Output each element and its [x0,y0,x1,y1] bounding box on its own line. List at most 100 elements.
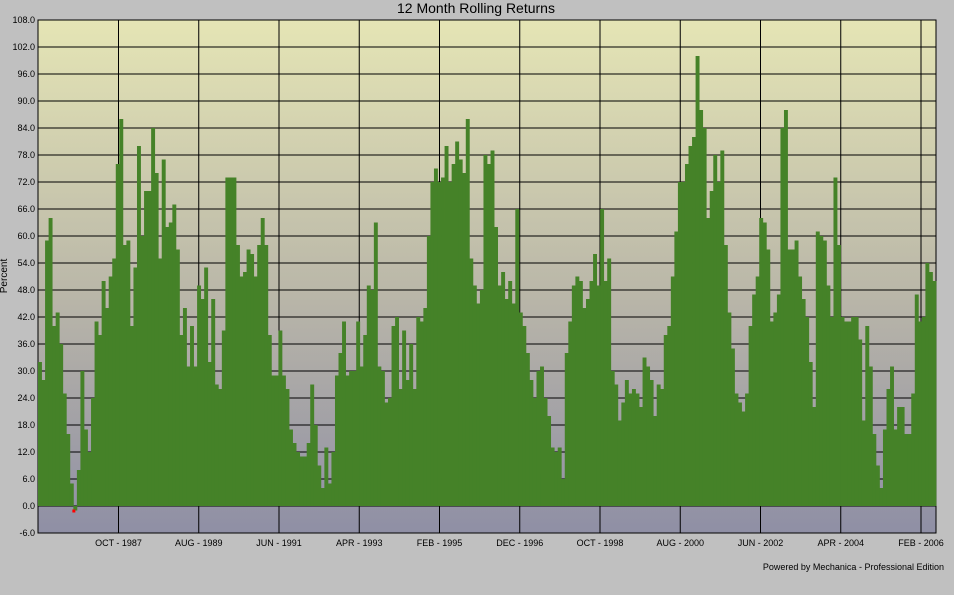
footer-credit: Powered by Mechanica - Professional Edit… [763,562,944,572]
bar [872,434,877,506]
x-tick-label: AUG - 2000 [656,538,704,548]
bar [426,236,431,506]
bar [900,407,905,506]
bar [384,402,389,506]
bar [349,371,354,506]
bar [536,371,541,506]
bar [83,429,88,506]
bar [858,339,863,506]
bar [264,245,269,506]
bar [119,119,124,506]
y-tick-label: -6.0 [19,528,35,538]
bar [158,258,163,506]
bar [324,447,329,506]
bar [642,357,647,506]
bar [660,389,665,506]
bar [278,330,283,506]
bar [914,294,919,506]
bar [550,447,555,506]
bar [921,317,926,506]
bar [783,110,788,506]
bar [706,218,711,506]
bar [105,308,110,506]
y-tick-label: 6.0 [22,474,35,484]
y-tick-label: 60.0 [17,231,35,241]
bar [487,164,491,506]
bar [62,393,67,506]
bar [193,366,198,506]
bar [688,146,693,506]
bar [787,249,792,506]
bar [352,371,357,506]
bar [851,317,856,506]
bar [702,128,707,506]
bar [154,173,159,506]
bar [200,299,205,506]
bar [433,168,438,506]
bar [575,276,580,506]
bar [76,470,81,506]
bar [769,321,774,506]
bar [716,182,721,506]
bar [310,384,315,506]
bar [617,420,622,506]
bar [911,393,916,506]
bar [172,204,177,506]
bar [752,294,757,506]
bar [529,380,534,506]
y-tick-label: 12.0 [17,447,35,457]
bar [430,182,435,506]
y-axis-ticks: -6.0 0.0 6.0 12.0 18.0 24.0 30.0 36.0 42.0 48.0 54… [12,15,35,538]
bar [48,218,53,506]
bar [699,110,704,506]
bar [745,393,750,506]
bar [45,240,50,506]
bar [695,56,700,506]
bar [847,321,852,506]
bar [243,272,247,506]
bar [677,182,682,506]
bar [663,335,668,506]
bar [861,420,866,506]
bar [837,245,841,506]
bar [670,276,675,506]
bar [515,209,520,506]
bar [395,317,400,506]
bar [405,380,410,506]
bar [91,398,95,506]
y-tick-label: 48.0 [17,285,35,295]
bar [175,249,180,506]
bar [412,389,417,506]
bar [893,429,898,506]
bar [253,276,258,506]
bar [603,281,608,506]
bar [345,375,350,506]
bar [246,249,251,506]
bar [101,281,106,506]
bar [391,326,396,506]
bar [317,465,322,506]
y-tick-label: 84.0 [17,123,35,133]
bar [875,465,880,506]
bar [363,335,368,506]
bar [126,240,131,506]
bar [409,344,414,506]
minimum-marker [72,509,76,513]
bar [635,393,640,506]
bar [504,299,509,506]
bar [840,317,845,506]
bar [578,281,583,506]
bar [80,371,85,506]
bar [865,326,870,506]
bar [342,321,346,506]
bar [133,267,138,506]
bar [518,312,523,506]
bar [808,362,813,506]
bar [738,402,742,506]
bar [621,402,626,506]
bar [207,362,212,506]
y-tick-label: 30.0 [17,366,35,376]
bar [313,425,318,506]
bar [204,267,209,506]
